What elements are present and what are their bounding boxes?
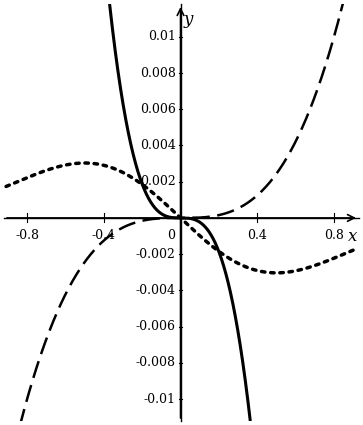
- Text: 0.006: 0.006: [140, 103, 176, 116]
- Text: -0.004: -0.004: [136, 284, 176, 297]
- Text: -0.002: -0.002: [136, 248, 176, 261]
- Text: 0.008: 0.008: [140, 66, 176, 79]
- Text: 0.004: 0.004: [140, 139, 176, 152]
- Text: -0.8: -0.8: [15, 229, 39, 242]
- Text: 0.4: 0.4: [247, 229, 267, 242]
- Text: 0.01: 0.01: [148, 30, 176, 43]
- Text: -0.008: -0.008: [136, 356, 176, 369]
- Text: 0.8: 0.8: [324, 229, 344, 242]
- Text: y: y: [184, 11, 193, 28]
- Text: 0: 0: [167, 229, 175, 242]
- Text: x: x: [347, 228, 357, 245]
- Text: -0.4: -0.4: [92, 229, 116, 242]
- Text: -0.01: -0.01: [144, 393, 176, 405]
- Text: 0.002: 0.002: [140, 175, 176, 188]
- Text: -0.006: -0.006: [136, 320, 176, 333]
